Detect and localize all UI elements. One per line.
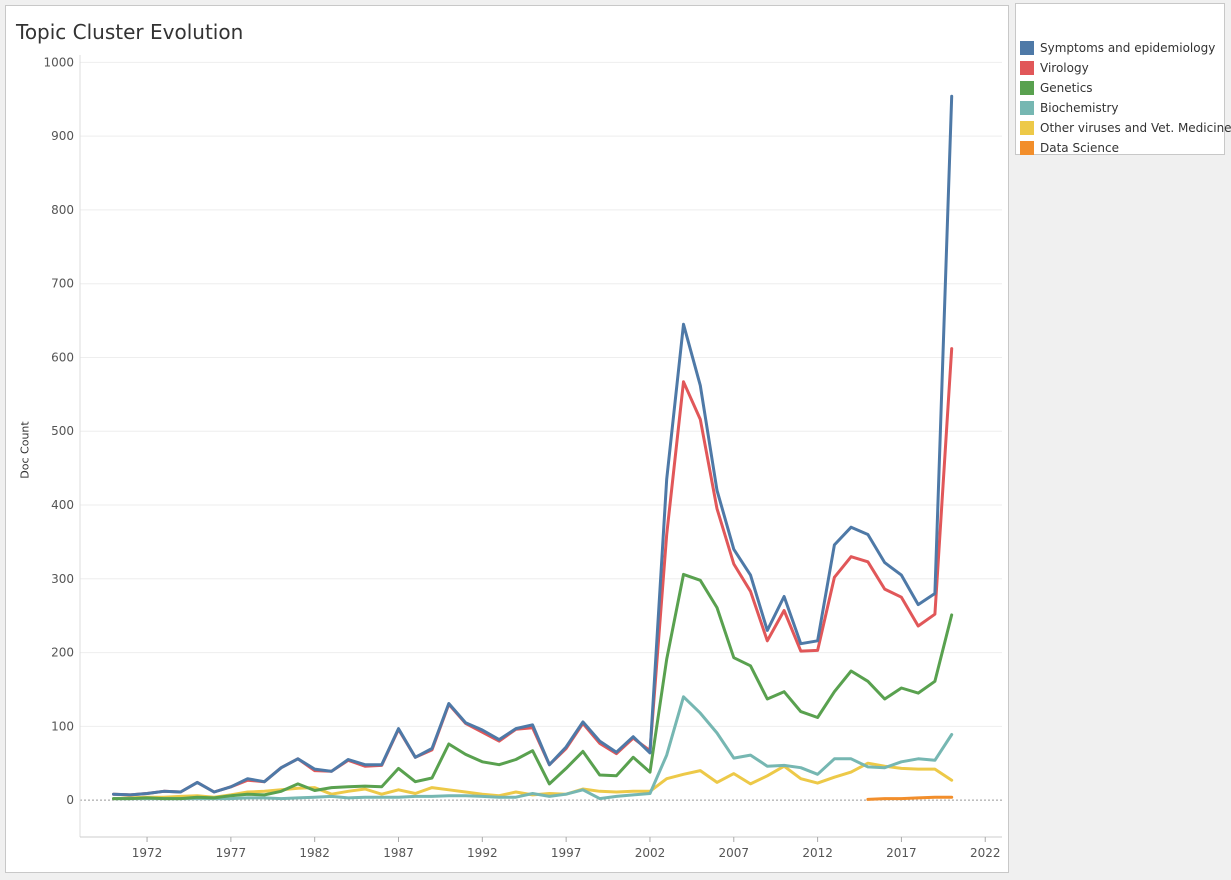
- legend-label: Data Science: [1040, 141, 1119, 155]
- legend-label: Other viruses and Vet. Medicine: [1040, 121, 1231, 135]
- series-line-data-science: [866, 795, 954, 801]
- legend: Symptoms and epidemiology Virology Genetic…: [1015, 3, 1231, 155]
- legend-item[interactable]: Virology: [1020, 58, 1231, 78]
- series-line-symptoms-and-epidemiology: [112, 94, 954, 797]
- legend-swatch: [1020, 121, 1034, 135]
- legend-swatch: [1020, 101, 1034, 115]
- y-tick-label: 0: [66, 793, 74, 807]
- legend-list: Symptoms and epidemiology Virology Genetic…: [1020, 38, 1231, 158]
- x-tick-label: 2022: [970, 846, 1001, 860]
- legend-swatch: [1020, 61, 1034, 75]
- x-tick-label: 1977: [216, 846, 247, 860]
- x-tick-label: 2002: [635, 846, 666, 860]
- legend-item[interactable]: Other viruses and Vet. Medicine: [1020, 118, 1231, 138]
- legend-label: Virology: [1040, 61, 1089, 75]
- y-tick-label: 500: [51, 424, 74, 438]
- legend-swatch: [1020, 41, 1034, 55]
- x-tick-label: 2012: [802, 846, 833, 860]
- y-tick-label: 700: [51, 277, 74, 291]
- legend-swatch: [1020, 81, 1034, 95]
- x-tick-label: 2007: [719, 846, 750, 860]
- x-tick-label: 1992: [467, 846, 498, 860]
- chart-panel: Topic Cluster Evolution Doc Count 0 100 20…: [5, 5, 1009, 873]
- y-tick-label: 900: [51, 129, 74, 143]
- x-tick-label: 1972: [132, 846, 163, 860]
- x-tick-label: 2017: [886, 846, 917, 860]
- legend-item[interactable]: Data Science: [1020, 138, 1231, 158]
- chart-title: Topic Cluster Evolution: [16, 20, 244, 44]
- series-line-genetics: [112, 572, 954, 801]
- legend-label: Genetics: [1040, 81, 1093, 95]
- y-tick-label: 100: [51, 719, 74, 733]
- legend-label: Biochemistry: [1040, 101, 1119, 115]
- y-tick-label: 300: [51, 572, 74, 586]
- legend-item[interactable]: Symptoms and epidemiology: [1020, 38, 1231, 58]
- legend-item[interactable]: Biochemistry: [1020, 98, 1231, 118]
- series-line-biochemistry: [112, 695, 954, 801]
- y-tick-label: 800: [51, 203, 74, 217]
- legend-swatch: [1020, 141, 1034, 155]
- x-tick-label: 1987: [383, 846, 414, 860]
- y-tick-label: 1000: [43, 55, 74, 69]
- y-tick-label: 400: [51, 498, 74, 512]
- x-tick-label: 1997: [551, 846, 582, 860]
- y-tick-label: 600: [51, 350, 74, 364]
- y-tick-label: 200: [51, 646, 74, 660]
- x-tick-label: 1982: [299, 846, 330, 860]
- line-chart: 0 100 200 300 400 500 600 700 800 900 1000 1972 1977…: [43, 55, 1002, 860]
- legend-label: Symptoms and epidemiology: [1040, 41, 1216, 55]
- legend-item[interactable]: Genetics: [1020, 78, 1231, 98]
